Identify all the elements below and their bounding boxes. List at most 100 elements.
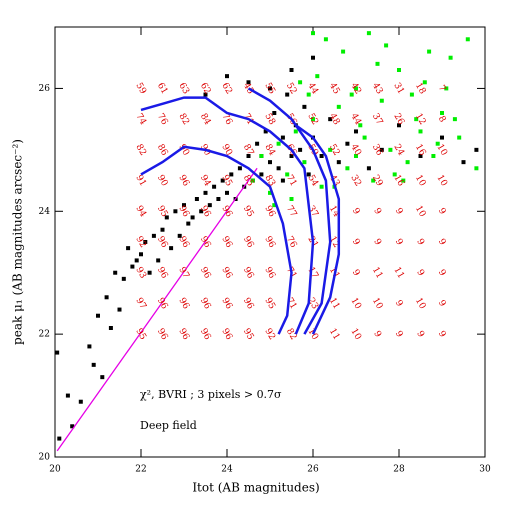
point: [354, 86, 358, 91]
point: [130, 264, 135, 269]
x-tick-label: 20: [49, 465, 61, 475]
point: [409, 92, 414, 97]
point: [272, 111, 277, 115]
completeness-label: 9: [393, 237, 405, 247]
point: [285, 92, 290, 97]
completeness-label: 94: [133, 204, 148, 219]
point: [444, 86, 449, 91]
x-tick-label: 28: [393, 465, 405, 475]
point: [328, 147, 333, 152]
point: [280, 135, 285, 140]
point: [388, 147, 393, 152]
completeness-label: 71: [284, 296, 298, 311]
x-axis-label: Itot (AB magnitudes): [192, 481, 319, 495]
completeness-label: 55: [262, 81, 277, 96]
point: [358, 123, 363, 128]
point: [362, 135, 367, 140]
completeness-label: 9: [393, 329, 405, 339]
point: [319, 184, 324, 189]
point: [121, 276, 126, 281]
point: [255, 141, 260, 146]
point: [147, 270, 152, 275]
point: [336, 104, 341, 109]
point: [319, 154, 324, 158]
completeness-label: 45: [327, 81, 342, 96]
point: [371, 178, 376, 183]
point: [379, 98, 384, 103]
completeness-label: 95: [241, 204, 256, 219]
completeness-label: 32: [348, 173, 362, 188]
point: [65, 393, 70, 398]
point: [276, 166, 281, 171]
point: [414, 117, 419, 122]
completeness-label: 9: [436, 299, 448, 309]
point: [199, 209, 204, 214]
completeness-label: 96: [262, 235, 277, 250]
y-tick-label: 22: [39, 330, 50, 340]
point: [268, 86, 272, 91]
completeness-label: 10: [413, 173, 428, 188]
point: [259, 154, 264, 158]
completeness-label: 10: [434, 173, 449, 188]
completeness-label: 96: [155, 266, 170, 281]
point: [203, 190, 208, 195]
completeness-label: 42: [348, 81, 362, 96]
point: [285, 172, 290, 177]
point: [108, 326, 113, 330]
completeness-label: 11: [370, 266, 384, 281]
curve: [140, 145, 293, 335]
completeness-label: 96: [198, 266, 213, 281]
completeness-label: 96: [176, 173, 191, 188]
x-tick-label: 22: [135, 465, 146, 475]
point: [237, 166, 242, 171]
point: [465, 37, 470, 42]
completeness-label: 52: [305, 112, 319, 127]
completeness-label: 10: [413, 296, 428, 311]
completeness-label: 96: [155, 327, 170, 342]
completeness-label: 9: [393, 207, 405, 217]
point: [182, 203, 186, 208]
y-tick-label: 26: [39, 84, 51, 94]
completeness-label: 96: [198, 327, 213, 342]
point: [366, 166, 371, 171]
completeness-label: 82: [284, 327, 298, 342]
completeness-label: 86: [155, 143, 170, 158]
point: [397, 123, 401, 128]
point: [298, 80, 303, 85]
completeness-label: 45: [241, 81, 256, 96]
completeness-label: 9: [414, 237, 426, 247]
point: [440, 111, 444, 115]
fit-line: [56, 167, 258, 452]
point: [96, 313, 100, 318]
completeness-label: 74: [133, 112, 148, 127]
point: [397, 68, 401, 72]
point: [169, 246, 174, 251]
point: [207, 203, 212, 208]
completeness-label: 92: [133, 235, 147, 250]
point: [268, 190, 272, 195]
point: [431, 154, 436, 158]
completeness-label: 10: [370, 296, 385, 311]
point: [289, 154, 294, 158]
point: [435, 141, 440, 146]
point: [345, 141, 350, 146]
curve: [247, 87, 332, 335]
point: [113, 270, 118, 275]
point: [401, 178, 406, 183]
point: [134, 258, 139, 263]
completeness-label: 9: [371, 207, 383, 217]
point: [143, 240, 148, 244]
point: [186, 221, 191, 226]
completeness-label: 31: [391, 81, 405, 96]
point: [336, 160, 341, 165]
point: [156, 258, 161, 263]
point: [246, 154, 251, 158]
completeness-label: 9: [436, 207, 448, 217]
completeness-label: 90: [155, 173, 170, 188]
completeness-label: 94: [198, 173, 213, 188]
completeness-label: 9: [436, 268, 448, 278]
point: [289, 197, 294, 201]
point: [117, 307, 122, 312]
point: [246, 80, 251, 85]
completeness-label: 10: [348, 327, 363, 342]
